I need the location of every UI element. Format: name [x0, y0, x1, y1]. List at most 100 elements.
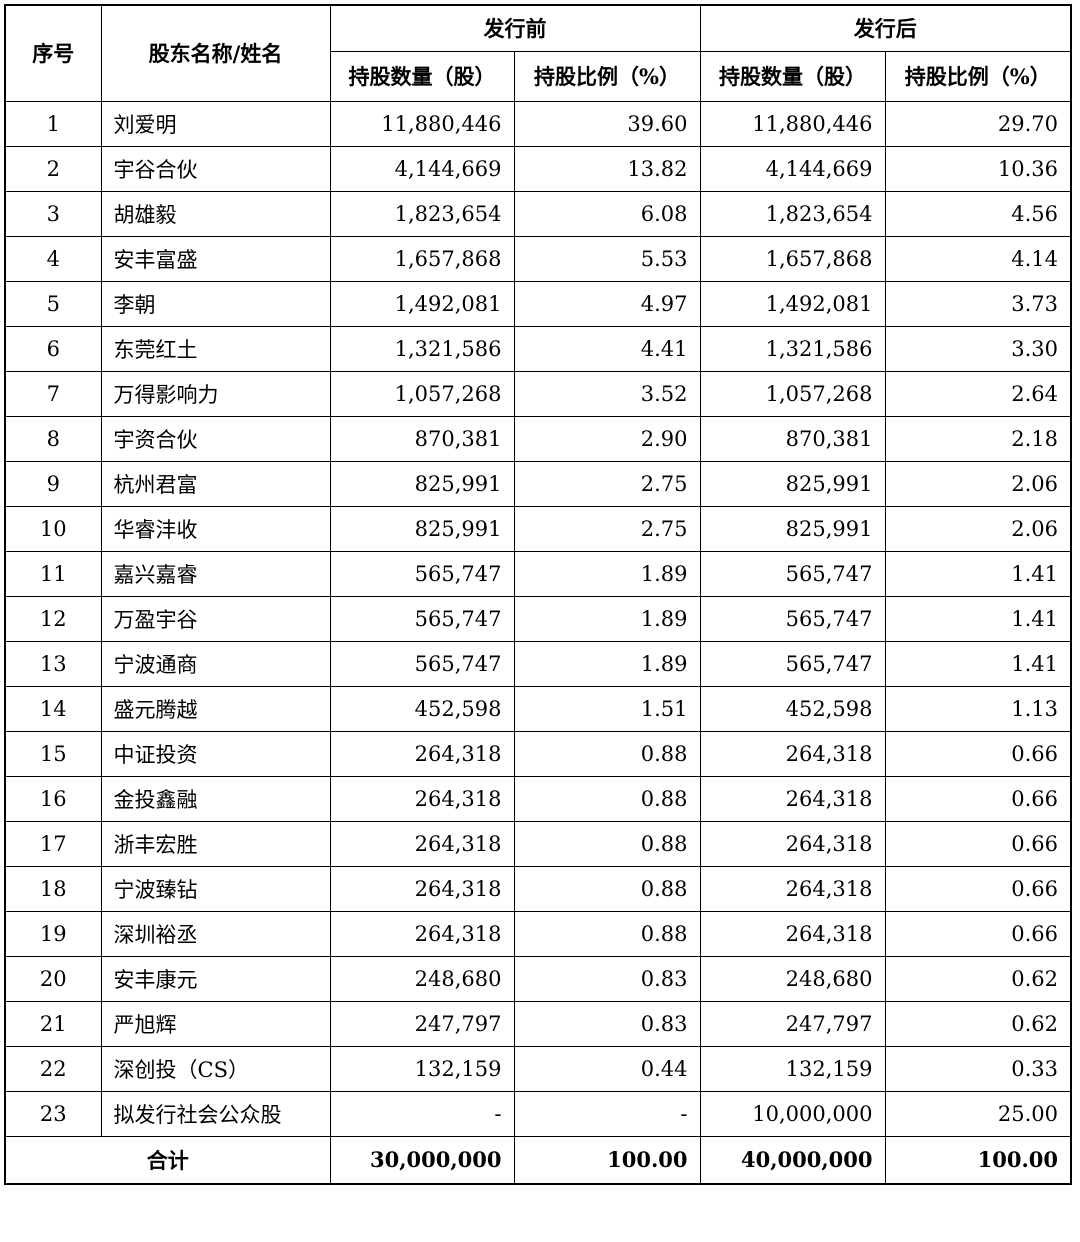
cell-after-ratio: 1.41: [884, 595, 1072, 642]
cell-seq: 10: [4, 505, 102, 552]
header-after-ratio: 持股比例（%）: [884, 50, 1072, 102]
cell-after-ratio: 0.66: [884, 775, 1072, 822]
cell-shareholder-name: 浙丰宏胜: [100, 820, 331, 867]
shareholding-table-container: 序号 股东名称/姓名 发行前 发行后 持股数量（股） 持股比例（%） 持股数量（…: [4, 4, 1072, 1185]
cell-before-shares: 248,680: [329, 955, 515, 1002]
cell-after-shares: 1,657,868: [699, 235, 886, 282]
cell-after-ratio: 2.06: [884, 505, 1072, 552]
cell-before-shares: 825,991: [329, 505, 515, 552]
shareholding-table: 序号 股东名称/姓名 发行前 发行后 持股数量（股） 持股比例（%） 持股数量（…: [4, 4, 1072, 1185]
cell-before-ratio: 0.88: [513, 865, 701, 912]
cell-before-ratio: 4.41: [513, 325, 701, 372]
table-row: 5 李朝 1,492,081 4.97 1,492,081 3.73: [4, 280, 1072, 327]
cell-before-shares: 825,991: [329, 460, 515, 507]
cell-shareholder-name: 万得影响力: [100, 370, 331, 417]
total-label: 合计: [4, 1135, 331, 1185]
table-row: 15 中证投资 264,318 0.88 264,318 0.66: [4, 730, 1072, 777]
cell-after-shares: 452,598: [699, 685, 886, 732]
cell-after-ratio: 3.73: [884, 280, 1072, 327]
total-after-shares: 40,000,000: [699, 1135, 886, 1185]
cell-shareholder-name: 宁波臻钻: [100, 865, 331, 912]
cell-seq: 19: [4, 910, 102, 957]
table-row: 9 杭州君富 825,991 2.75 825,991 2.06: [4, 460, 1072, 507]
cell-before-ratio: 39.60: [513, 100, 701, 147]
cell-after-shares: 264,318: [699, 820, 886, 867]
cell-before-ratio: -: [513, 1090, 701, 1137]
cell-after-shares: 1,823,654: [699, 190, 886, 237]
table-row: 20 安丰康元 248,680 0.83 248,680 0.62: [4, 955, 1072, 1002]
table-footer: 合计 30,000,000 100.00 40,000,000 100.00: [4, 1135, 1072, 1185]
cell-shareholder-name: 东莞红土: [100, 325, 331, 372]
cell-after-shares: 4,144,669: [699, 145, 886, 192]
cell-before-shares: 1,492,081: [329, 280, 515, 327]
cell-shareholder-name: 华睿沣收: [100, 505, 331, 552]
cell-after-shares: 825,991: [699, 505, 886, 552]
cell-after-ratio: 4.14: [884, 235, 1072, 282]
cell-shareholder-name: 深圳裕丞: [100, 910, 331, 957]
table-row: 10 华睿沣收 825,991 2.75 825,991 2.06: [4, 505, 1072, 552]
cell-before-ratio: 0.88: [513, 910, 701, 957]
cell-after-ratio: 1.41: [884, 550, 1072, 597]
cell-after-ratio: 0.62: [884, 955, 1072, 1002]
cell-before-shares: 1,823,654: [329, 190, 515, 237]
total-before-ratio: 100.00: [513, 1135, 701, 1185]
cell-shareholder-name: 宇资合伙: [100, 415, 331, 462]
cell-after-shares: 264,318: [699, 775, 886, 822]
cell-shareholder-name: 安丰康元: [100, 955, 331, 1002]
cell-before-ratio: 0.44: [513, 1045, 701, 1092]
cell-shareholder-name: 拟发行社会公众股: [100, 1090, 331, 1137]
cell-seq: 1: [4, 100, 102, 147]
cell-before-ratio: 0.83: [513, 1000, 701, 1047]
cell-after-shares: 565,747: [699, 640, 886, 687]
cell-after-shares: 565,747: [699, 550, 886, 597]
cell-after-ratio: 2.06: [884, 460, 1072, 507]
cell-seq: 18: [4, 865, 102, 912]
header-before-ratio: 持股比例（%）: [513, 50, 701, 102]
cell-after-ratio: 4.56: [884, 190, 1072, 237]
cell-after-shares: 565,747: [699, 595, 886, 642]
cell-after-ratio: 2.64: [884, 370, 1072, 417]
cell-shareholder-name: 杭州君富: [100, 460, 331, 507]
cell-seq: 2: [4, 145, 102, 192]
table-row: 4 安丰富盛 1,657,868 5.53 1,657,868 4.14: [4, 235, 1072, 282]
table-header: 序号 股东名称/姓名 发行前 发行后 持股数量（股） 持股比例（%） 持股数量（…: [4, 4, 1072, 102]
table-row: 11 嘉兴嘉睿 565,747 1.89 565,747 1.41: [4, 550, 1072, 597]
cell-after-shares: 1,321,586: [699, 325, 886, 372]
cell-before-ratio: 13.82: [513, 145, 701, 192]
cell-shareholder-name: 金投鑫融: [100, 775, 331, 822]
total-before-shares: 30,000,000: [329, 1135, 515, 1185]
cell-shareholder-name: 万盈宇谷: [100, 595, 331, 642]
cell-before-shares: 565,747: [329, 595, 515, 642]
cell-before-shares: 565,747: [329, 550, 515, 597]
cell-before-ratio: 2.75: [513, 460, 701, 507]
table-row: 6 东莞红土 1,321,586 4.41 1,321,586 3.30: [4, 325, 1072, 372]
cell-after-ratio: 1.41: [884, 640, 1072, 687]
cell-after-ratio: 0.62: [884, 1000, 1072, 1047]
cell-seq: 3: [4, 190, 102, 237]
header-after: 发行后: [699, 4, 1072, 52]
table-row: 3 胡雄毅 1,823,654 6.08 1,823,654 4.56: [4, 190, 1072, 237]
cell-seq: 4: [4, 235, 102, 282]
cell-shareholder-name: 刘爱明: [100, 100, 331, 147]
cell-after-ratio: 0.66: [884, 910, 1072, 957]
table-row: 18 宁波臻钻 264,318 0.88 264,318 0.66: [4, 865, 1072, 912]
cell-after-shares: 1,492,081: [699, 280, 886, 327]
header-name: 股东名称/姓名: [100, 4, 331, 102]
cell-seq: 15: [4, 730, 102, 777]
cell-before-shares: 565,747: [329, 640, 515, 687]
table-row: 13 宁波通商 565,747 1.89 565,747 1.41: [4, 640, 1072, 687]
cell-shareholder-name: 安丰富盛: [100, 235, 331, 282]
table-row: 22 深创投（CS） 132,159 0.44 132,159 0.33: [4, 1045, 1072, 1092]
cell-shareholder-name: 严旭辉: [100, 1000, 331, 1047]
cell-after-ratio: 3.30: [884, 325, 1072, 372]
cell-before-shares: 1,057,268: [329, 370, 515, 417]
cell-before-shares: -: [329, 1090, 515, 1137]
cell-shareholder-name: 盛元腾越: [100, 685, 331, 732]
table-row: 1 刘爱明 11,880,446 39.60 11,880,446 29.70: [4, 100, 1072, 147]
table-row: 7 万得影响力 1,057,268 3.52 1,057,268 2.64: [4, 370, 1072, 417]
cell-before-shares: 247,797: [329, 1000, 515, 1047]
table-row: 21 严旭辉 247,797 0.83 247,797 0.62: [4, 1000, 1072, 1047]
table-row: 16 金投鑫融 264,318 0.88 264,318 0.66: [4, 775, 1072, 822]
cell-after-shares: 264,318: [699, 730, 886, 777]
cell-after-ratio: 25.00: [884, 1090, 1072, 1137]
